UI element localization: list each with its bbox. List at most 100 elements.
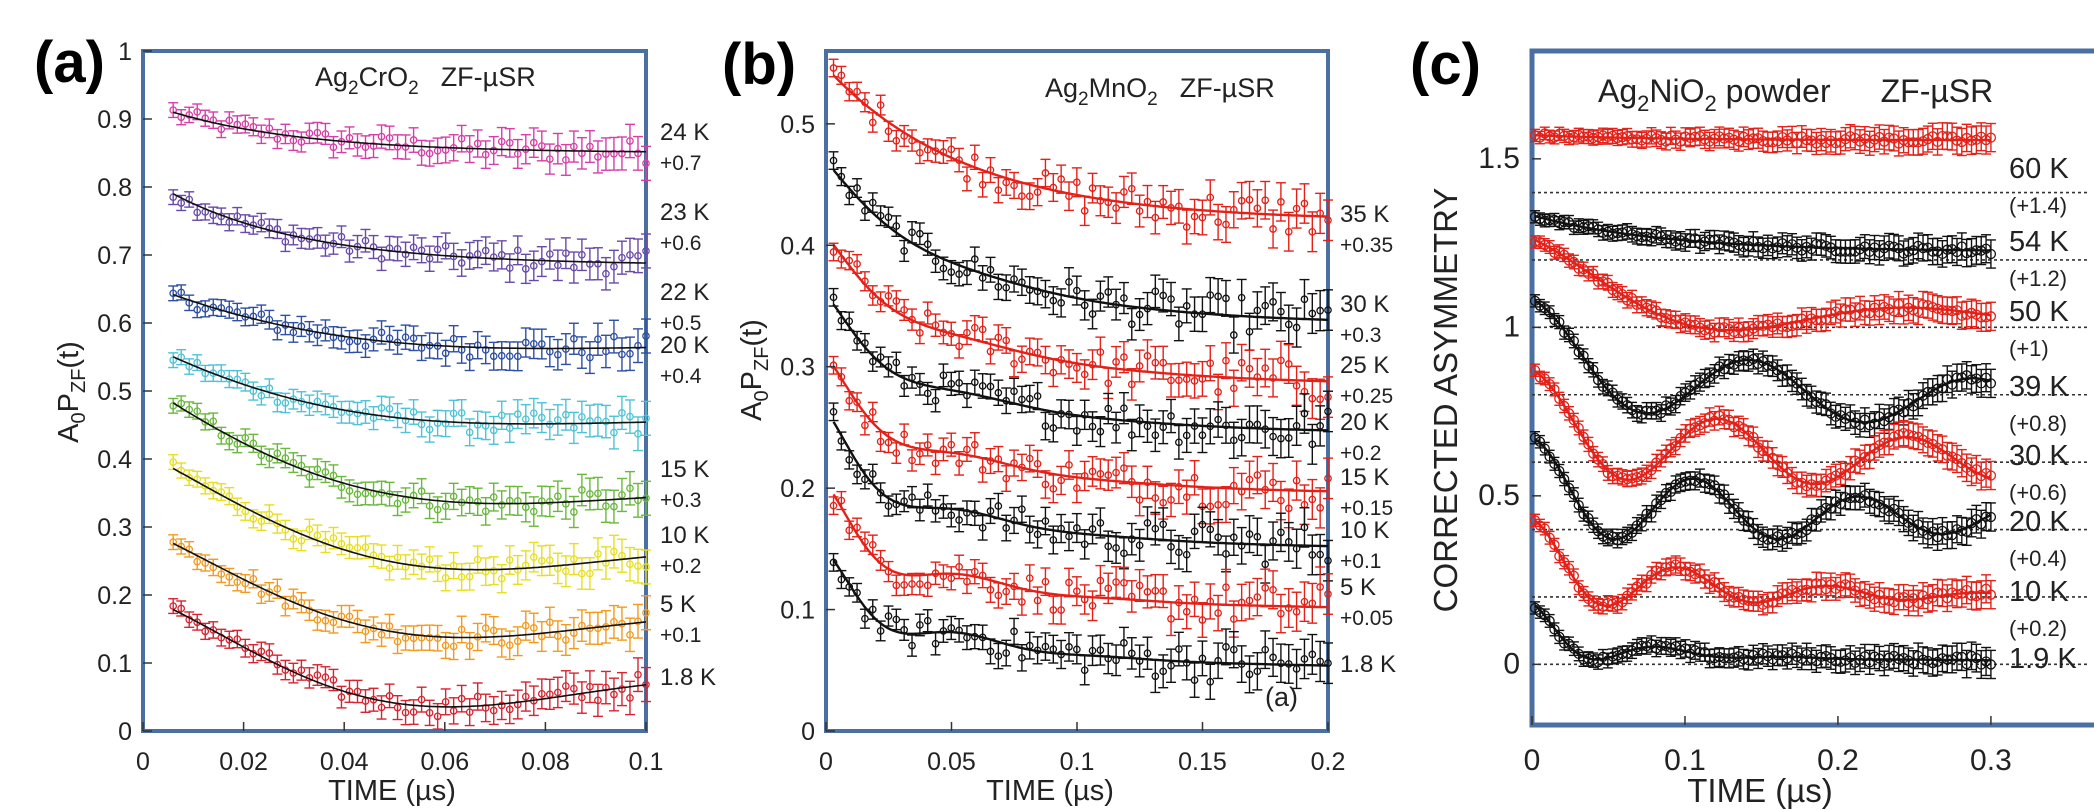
panel-a-plot-area: [168, 102, 651, 730]
data-point: [336, 400, 347, 424]
data-point: [1071, 576, 1082, 607]
data-point: [1307, 478, 1318, 520]
data-point: [264, 309, 275, 330]
offset-label: +0.35: [1340, 234, 1393, 257]
data-point: [1197, 417, 1208, 454]
data-point: [1111, 566, 1122, 599]
offset-label: (+0.8): [2009, 411, 2067, 436]
data-point: [216, 364, 227, 383]
x-tick-label: 0.04: [320, 748, 369, 776]
data-point: [875, 291, 886, 313]
data-point: [1966, 641, 1977, 671]
data-point: [400, 407, 411, 434]
series-50-K: [1529, 235, 1997, 343]
data-point: [1032, 338, 1043, 367]
data-point: [576, 136, 587, 170]
data-point: [993, 642, 1004, 670]
data-point: [536, 246, 547, 278]
data-point: [248, 644, 259, 664]
curve-label: 1.8 K: [1340, 651, 1396, 678]
data-point: [1158, 410, 1169, 445]
curve-label: 20 K: [660, 332, 709, 359]
data-point: [512, 138, 523, 169]
data-point: [336, 326, 347, 350]
data-point: [961, 383, 972, 409]
data-point: [232, 206, 243, 226]
data-point: [232, 434, 243, 454]
data-point: [844, 450, 855, 470]
series-25-K: [828, 242, 1333, 420]
fit-line: [1534, 370, 1992, 486]
data-point: [592, 476, 603, 511]
data-point: [938, 437, 949, 462]
data-point: [1071, 352, 1082, 384]
data-point: [1956, 642, 1967, 672]
data-point: [1111, 345, 1122, 378]
data-point: [496, 400, 507, 431]
data-point: [1095, 280, 1106, 312]
data-point: [544, 544, 555, 576]
data-point: [1189, 363, 1200, 399]
data-point: [376, 246, 387, 272]
curve-label: 50 K: [2009, 296, 2069, 328]
panel-c-plot-area: [1529, 122, 1997, 680]
data-point: [641, 145, 651, 182]
data-point: [416, 411, 427, 438]
data-point: [408, 699, 419, 726]
series-1-8-K: [828, 552, 1333, 700]
fit-line: [832, 493, 1329, 609]
data-point: [961, 569, 972, 595]
data-point: [1142, 506, 1153, 540]
data-point: [568, 251, 579, 284]
data-point: [1291, 591, 1302, 632]
data-point: [1588, 362, 1599, 378]
data-point: [368, 481, 379, 506]
data-point: [985, 256, 996, 283]
curve-label: 60 K: [2009, 153, 2069, 185]
fit-line: [1535, 134, 1991, 142]
data-point: [1024, 515, 1035, 544]
data-point: [480, 557, 491, 587]
data-point: [416, 139, 427, 166]
panel-a-ylabel: A0PZF(t): [53, 341, 90, 443]
data-point: [1095, 564, 1106, 597]
data-point: [1845, 297, 1856, 322]
data-point: [568, 495, 579, 529]
curve-label: 35 K: [1340, 201, 1389, 228]
fit-line: [172, 111, 647, 153]
fit-line: [1534, 519, 1991, 607]
data-point: [344, 239, 355, 263]
data-point: [296, 591, 307, 614]
y-tick-label: 0.5: [780, 111, 815, 139]
data-point: [899, 239, 910, 263]
curve-label: 54 K: [2009, 226, 2069, 258]
data-point: [1283, 417, 1294, 458]
data-point: [168, 102, 179, 119]
data-point: [592, 403, 603, 437]
data-point: [304, 394, 315, 417]
data-point: [1244, 405, 1255, 444]
data-point: [1723, 127, 1735, 148]
data-point: [416, 686, 427, 713]
panel-a: (a) 0 0.02 0.04 0.06 0.08 0.1 0 0.1 0.2 0.3 0.4 0.5…: [34, 30, 716, 807]
data-point: [930, 249, 941, 274]
y-tick-label: 0.1: [97, 650, 132, 678]
data-point: [304, 122, 315, 145]
y-tick-label: 0: [1503, 647, 1520, 680]
data-point: [1976, 122, 1987, 152]
data-point: [977, 562, 988, 589]
data-point: [828, 402, 839, 422]
data-point: [304, 466, 315, 488]
data-point: [938, 256, 949, 281]
data-point: [552, 132, 563, 165]
y-tick-label: 0.5: [1478, 479, 1520, 512]
data-point: [616, 337, 627, 372]
data-point: [891, 351, 902, 374]
data-point: [552, 480, 563, 513]
data-point: [1315, 289, 1326, 332]
offset-label: +0.2: [1340, 442, 1381, 465]
data-point: [914, 442, 925, 466]
data-point: [264, 448, 275, 469]
data-point: [1236, 418, 1247, 457]
data-point: [1071, 167, 1082, 198]
